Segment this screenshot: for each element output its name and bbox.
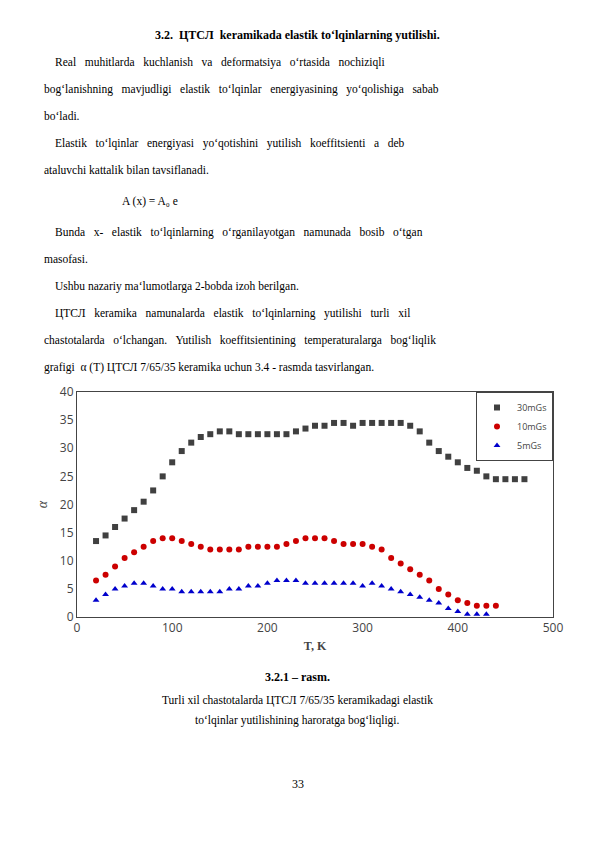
svg-text:15: 15: [60, 524, 74, 541]
svg-text:grafigi α (T) ЦТСЛ 7/65/35 ke: grafigi α (T) ЦТСЛ 7/65/35 keramika uchu…: [44, 361, 374, 374]
svg-text:Bunda x- elastik to‘lqin: Bunda x- elastik to‘lqinlarning o‘rganil…: [55, 226, 423, 239]
svg-text:α: α: [35, 500, 50, 508]
svg-text:3.2. ЦТСЛ keramikada elastik: 3.2. ЦТСЛ keramikada elastik to‘lqinlarn…: [155, 28, 440, 42]
svg-text:500: 500: [543, 619, 564, 636]
svg-text:Real muhitlarda kuchlanish: Real muhitlarda kuchlanish va deformatsi…: [55, 56, 385, 69]
svg-text:200: 200: [257, 619, 278, 636]
svg-text:bo‘ladi.: bo‘ladi.: [44, 110, 80, 122]
svg-text:3.2.1 – rasm.: 3.2.1 – rasm.: [265, 670, 330, 684]
svg-text:5: 5: [67, 580, 74, 597]
svg-text:ЦТСЛ keramika namunalarda: ЦТСЛ keramika namunalarda elastik to‘lqi…: [55, 307, 410, 320]
svg-text:Turli xil chastotalarda ЦТСЛ 7: Turli xil chastotalarda ЦТСЛ 7/65/35 ker…: [162, 694, 433, 707]
svg-text:35: 35: [60, 411, 74, 428]
svg-text:T, K: T, K: [304, 639, 327, 653]
svg-text:10: 10: [60, 552, 74, 569]
svg-text:masofasi.: masofasi.: [44, 253, 88, 265]
svg-text:10mGs: 10mGs: [517, 420, 546, 433]
svg-text:Elastik to‘lqinlar energiy: Elastik to‘lqinlar energiyasi yo‘qotishi…: [55, 137, 405, 150]
svg-text:300: 300: [352, 619, 373, 636]
svg-text:20: 20: [60, 496, 74, 513]
svg-text:ataluvchi kattalik bilan tavsi: ataluvchi kattalik bilan tavsiflanadi.: [44, 164, 209, 176]
svg-text:40: 40: [60, 383, 74, 400]
svg-text:100: 100: [162, 619, 183, 636]
svg-text:30: 30: [60, 439, 74, 456]
svg-text:to‘lqinlar yutilishining haror: to‘lqinlar yutilishining haroratga bog‘l…: [195, 714, 400, 727]
svg-text:30mGs: 30mGs: [517, 401, 546, 414]
svg-text:5mGs: 5mGs: [517, 439, 541, 452]
svg-text:Ushbu nazariy ma‘lumotlarga 2-: Ushbu nazariy ma‘lumotlarga 2-bobda izoh…: [55, 280, 299, 293]
svg-text:chastotalarda o‘lchangan.: chastotalarda o‘lchangan. Yutilish koeff…: [44, 334, 436, 347]
svg-text:25: 25: [60, 468, 74, 485]
svg-text:0: 0: [67, 608, 74, 625]
svg-text:bog‘lanishning mavjudligi: bog‘lanishning mavjudligi elastik to‘lqi…: [44, 83, 439, 96]
svg-text:A (x) = A₀ e: A (x) = A₀ e: [122, 195, 178, 208]
svg-text:400: 400: [448, 619, 469, 636]
svg-text:0: 0: [74, 619, 81, 636]
svg-text:33: 33: [292, 777, 304, 791]
